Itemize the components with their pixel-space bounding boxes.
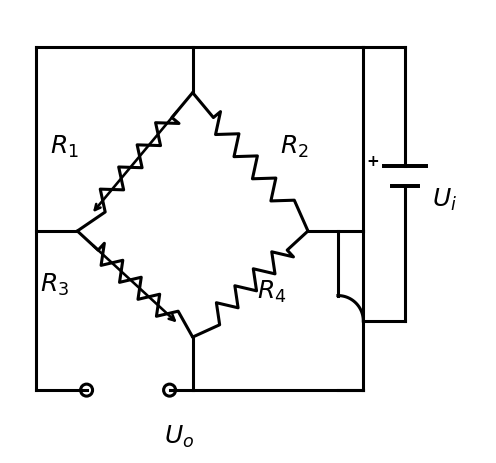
Text: $R_2$: $R_2$ [280, 133, 309, 159]
Text: $R_4$: $R_4$ [257, 278, 287, 304]
Text: $U_i$: $U_i$ [433, 186, 458, 213]
Text: $R_1$: $R_1$ [50, 133, 78, 159]
Text: $U_o$: $U_o$ [164, 423, 194, 450]
Text: $R_3$: $R_3$ [41, 271, 69, 298]
Text: +: + [366, 154, 379, 169]
